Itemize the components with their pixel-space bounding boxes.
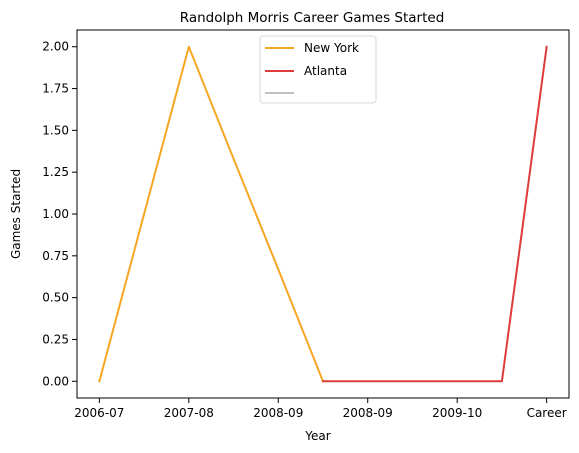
y-tick-label: 1.50: [42, 123, 69, 137]
x-tick-label: 2008-09: [253, 406, 303, 420]
series-lines: [98, 45, 548, 383]
x-tick-label: 2006-07: [74, 406, 124, 420]
x-tick-label: 2007-08: [164, 406, 214, 420]
y-tick-label: 0.00: [42, 374, 69, 388]
legend-box: [259, 35, 377, 104]
legend-label-atlanta: Atlanta: [304, 64, 347, 78]
legend-label-new-york: New York: [304, 41, 359, 55]
series-line-atlanta: [322, 45, 548, 383]
y-tick-label: 1.00: [42, 207, 69, 221]
x-axis-label: Year: [304, 429, 330, 443]
x-tick-label: 2009-10: [432, 406, 482, 420]
plot-area: 0.00 0.25 0.50 0.75 1.00 1.25 1.50 1.75 2.00 200…: [42, 29, 570, 420]
y-tick-label: 1.75: [42, 82, 69, 96]
x-tick-label: 2008-09: [343, 406, 393, 420]
legend: New York Atlanta: [259, 35, 377, 104]
y-tick-label: 0.50: [42, 291, 69, 305]
series-line-new-york: [98, 45, 325, 383]
y-tick-label: 0.25: [42, 332, 69, 346]
chart-title: Randolph Morris Career Games Started: [180, 10, 445, 26]
y-tick-label: 0.75: [42, 249, 69, 263]
y-axis-label: Games Started: [9, 169, 23, 259]
y-axis: 0.00 0.25 0.50 0.75 1.00 1.25 1.50 1.75 2.00: [42, 40, 77, 388]
x-axis: 2006-07 2007-08 2008-09 2008-09 2009-10 Caree…: [74, 398, 567, 420]
y-tick-label: 1.25: [42, 165, 69, 179]
y-tick-label: 2.00: [42, 40, 69, 54]
x-tick-label: Career: [527, 406, 567, 420]
